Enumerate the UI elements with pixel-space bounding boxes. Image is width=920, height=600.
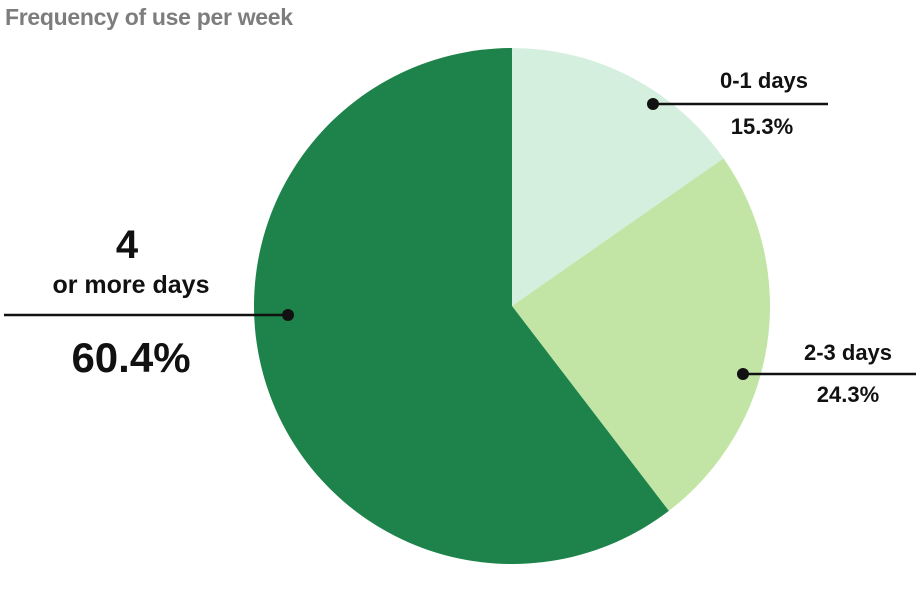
callout-0-1-days: 0-1 days 15.3%	[647, 68, 828, 139]
slice-label-4-or-more-days-number: 4	[116, 223, 139, 267]
slice-label-4-or-more-days-text: or more days	[52, 271, 209, 299]
slice-4-or-more-days	[253, 48, 669, 565]
chart-title: Frequency of use per week	[5, 4, 293, 30]
callout-dot-4-or-more-days	[282, 309, 294, 321]
slice-0-1-days	[512, 48, 724, 306]
slice-value-0-1-days: 15.3%	[731, 114, 793, 139]
slice-label-2-3-days: 2-3 days	[804, 340, 892, 365]
slice-label-0-1-days: 0-1 days	[720, 68, 808, 93]
callout-dot-2-3-days	[737, 368, 749, 380]
callout-4-or-more-days: 4 or more days 60.4%	[4, 223, 294, 381]
slice-value-2-3-days: 24.3%	[817, 382, 879, 407]
slice-value-4-or-more-days: 60.4%	[71, 334, 190, 381]
callout-2-3-days: 2-3 days 24.3%	[737, 340, 916, 407]
callout-dot-0-1-days	[647, 98, 659, 110]
pie-slices	[253, 48, 770, 565]
slice-2-3-days	[512, 158, 770, 511]
